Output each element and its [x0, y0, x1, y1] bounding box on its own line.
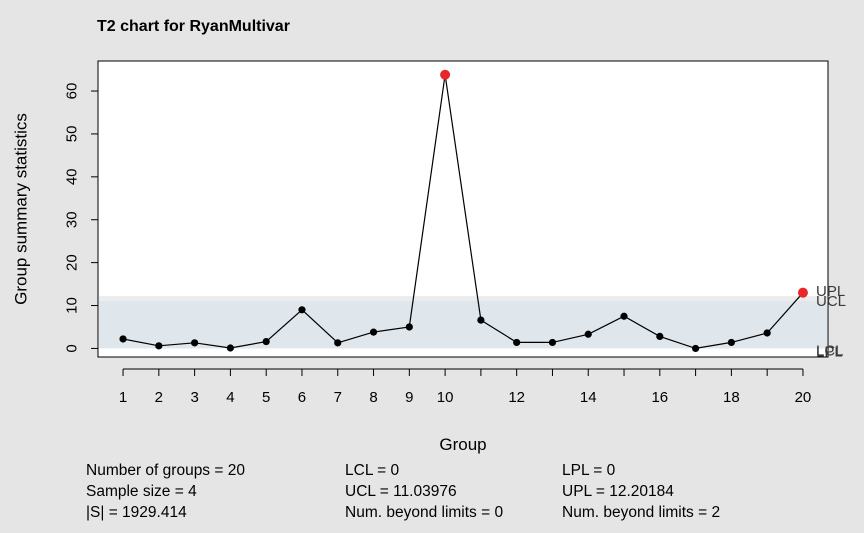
data-point: [513, 338, 521, 347]
x-tick-label: 8: [369, 389, 377, 406]
data-point-beyond-limits: [797, 287, 808, 298]
stat-beyond-prediction: Num. beyond limits = 2: [562, 504, 721, 521]
series-line: [122, 74, 804, 350]
data-point: [691, 344, 700, 353]
data-point: [548, 338, 557, 347]
x-tick-label: 12: [508, 389, 525, 406]
x-tick-label: 16: [651, 389, 668, 406]
stat-ucl: UCL = 11.03976: [345, 483, 457, 500]
y-tick-label: 10: [64, 297, 81, 314]
lpl-label: LPL: [816, 343, 843, 360]
y-tick-label: 20: [64, 254, 81, 271]
stat-number-of-groups: Number of groups = 20: [86, 462, 245, 479]
x-tick-label: 14: [580, 389, 597, 406]
control-limit-band: [99, 301, 827, 349]
data-point: [119, 335, 127, 343]
x-tick-label: 1: [119, 389, 127, 406]
x-tick-label: 5: [262, 389, 270, 406]
data-point: [155, 342, 163, 350]
data-point: [620, 312, 628, 320]
x-tick-label: 4: [226, 389, 234, 406]
data-point: [369, 328, 378, 336]
stat-lpl: LPL = 0: [562, 462, 616, 479]
x-tick-label: 18: [723, 389, 740, 406]
lcl-label: LCL: [816, 342, 844, 359]
y-axis-label: Group summary statistics: [12, 113, 31, 305]
x-tick-label: 6: [298, 389, 306, 406]
stat-upl: UPL = 12.20184: [562, 483, 674, 500]
x-tick-label: 2: [155, 389, 163, 406]
y-tick-label: 40: [64, 168, 81, 185]
y-tick-label: 60: [64, 83, 81, 100]
data-point: [262, 337, 270, 346]
data-point: [226, 344, 235, 352]
data-point: [477, 316, 485, 324]
stats-column-control-limits: LCL = 0 UCL = 11.03976 Num. beyond limit…: [345, 460, 503, 523]
stat-lcl: LCL = 0: [345, 462, 400, 479]
stat-beyond-control: Num. beyond limits = 0: [345, 504, 504, 521]
data-point: [584, 330, 592, 338]
data-point: [727, 338, 735, 347]
y-tick-label: 50: [64, 126, 81, 143]
y-tick-label: 0: [64, 344, 81, 352]
stat-determinant: |S| = 1929.414: [86, 504, 187, 521]
data-point: [763, 329, 771, 337]
stats-column-groups: Number of groups = 20 Sample size = 4 |S…: [86, 460, 245, 523]
x-tick-label: 20: [795, 389, 812, 406]
x-axis-label: Group: [439, 435, 486, 454]
ucl-label: UCL: [816, 293, 846, 310]
x-tick-label: 10: [437, 389, 454, 406]
x-tick-label: 9: [405, 389, 413, 406]
data-point: [191, 339, 199, 347]
chart-title: T2 chart for RyanMultivar: [97, 18, 290, 35]
data-point: [334, 339, 342, 347]
data-point: [656, 332, 664, 341]
stats-column-prediction-limits: LPL = 0 UPL = 12.20184 Num. beyond limit…: [562, 460, 720, 523]
y-tick-label: 30: [64, 211, 81, 228]
data-point: [298, 306, 306, 314]
stat-sample-size: Sample size = 4: [86, 483, 197, 500]
x-tick-label: 7: [334, 389, 342, 406]
x-tick-label: 3: [190, 389, 198, 406]
data-point-beyond-limits: [440, 69, 451, 80]
data-point: [405, 323, 413, 331]
upl-label: UPL: [816, 283, 845, 300]
